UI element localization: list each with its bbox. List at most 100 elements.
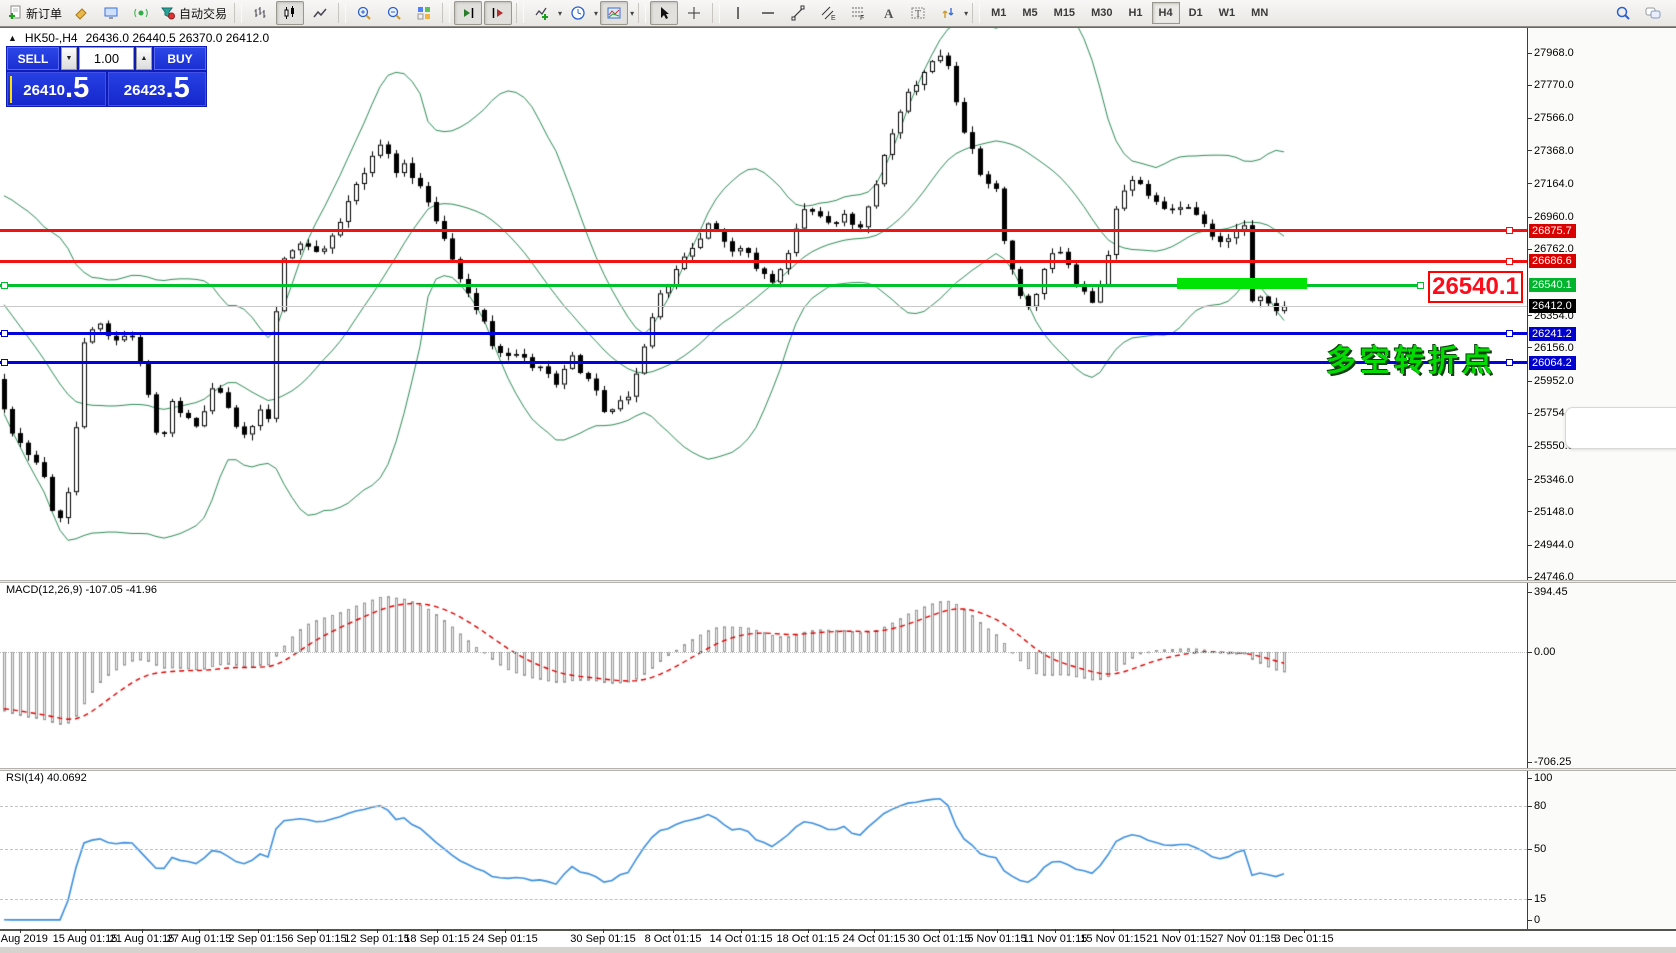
- price-caret: [10, 76, 12, 103]
- tile-windows-button[interactable]: [410, 1, 438, 25]
- horizontal-line-button[interactable]: [754, 1, 782, 25]
- date-tick: [1244, 929, 1245, 933]
- price-axis-tick: [1528, 544, 1532, 546]
- line-handle[interactable]: [1, 359, 8, 367]
- timeframe-h1-button[interactable]: H1: [1128, 7, 1143, 19]
- buy-button[interactable]: BUY: [154, 47, 206, 70]
- indicators-button-caret[interactable]: ▾: [558, 8, 563, 18]
- shift-icon: [490, 5, 506, 21]
- line-handle[interactable]: [1506, 330, 1513, 338]
- line-handle[interactable]: [1, 330, 8, 338]
- line-handle[interactable]: [1506, 359, 1513, 367]
- auto-scroll-button[interactable]: [454, 1, 483, 25]
- turning-point-annotation[interactable]: 多空转折点: [1326, 345, 1496, 378]
- auto-trading-button[interactable]: 自动交易: [157, 1, 230, 25]
- chat-button[interactable]: [1639, 1, 1667, 25]
- templates-button[interactable]: [600, 1, 629, 25]
- date-label: 24 Sep 01:15: [472, 933, 538, 945]
- timeframe-m5-button[interactable]: M5: [1022, 7, 1038, 19]
- pivot-price-text: 26540.1: [1432, 273, 1519, 300]
- line-handle[interactable]: [1506, 227, 1513, 235]
- eraser-icon: [73, 5, 89, 21]
- line-chart-button[interactable]: [306, 1, 334, 25]
- zoom-out-button[interactable]: [380, 1, 408, 25]
- price-axis[interactable]: [1528, 28, 1676, 945]
- arrows-button[interactable]: [934, 1, 962, 25]
- ohlc-readout: 26436.0 26440.5 26370.0 26412.0: [85, 31, 270, 45]
- templates-button-caret[interactable]: ▾: [630, 8, 635, 18]
- volume-input[interactable]: [79, 47, 134, 70]
- date-label: 5 Nov 01:15: [967, 933, 1027, 945]
- periods-button-caret[interactable]: ▾: [594, 8, 599, 18]
- date-label: 14 Oct 01:15: [709, 933, 773, 945]
- data-window-button[interactable]: [97, 1, 125, 25]
- cursor-button[interactable]: [650, 1, 679, 25]
- periods-button[interactable]: [564, 1, 592, 25]
- level-line-26875.7[interactable]: [0, 229, 1527, 233]
- date-tick: [997, 929, 998, 933]
- fibonacci-button[interactable]: F: [844, 1, 872, 25]
- timeframe-m15-button[interactable]: M15: [1053, 7, 1076, 19]
- line-handle[interactable]: [1, 281, 8, 289]
- level-line-26540.1[interactable]: [0, 283, 1423, 287]
- arrows-button-caret[interactable]: ▾: [964, 8, 969, 18]
- timeframe-m1-button[interactable]: M1: [991, 7, 1007, 19]
- volume-step-up-button[interactable]: ▲: [136, 47, 152, 70]
- search-button[interactable]: [1609, 1, 1637, 25]
- new-order-button[interactable]: 新订单: [4, 1, 65, 25]
- pivot-price-callout[interactable]: 26540.1: [1428, 271, 1523, 303]
- candlestick-chart-button[interactable]: [276, 1, 305, 25]
- vertical-line-button[interactable]: [724, 1, 752, 25]
- styles-button[interactable]: [67, 1, 95, 25]
- level-line-26241.2[interactable]: [0, 332, 1527, 336]
- text-button[interactable]: A: [874, 1, 902, 25]
- side-popup[interactable]: [1565, 407, 1676, 449]
- timeframe-h4-button[interactable]: H4: [1151, 2, 1180, 24]
- sell-price-main: 26410: [23, 82, 66, 99]
- price-axis-label: 26762.0: [1534, 243, 1574, 256]
- trendline-button[interactable]: [784, 1, 812, 25]
- price-level-label: 26064.2: [1529, 355, 1576, 370]
- date-tick: [603, 929, 604, 933]
- macd-pane-separator[interactable]: [0, 580, 1676, 583]
- window-bottom-edge: [0, 946, 1676, 953]
- date-tick: [258, 929, 259, 933]
- level-line-26686.6[interactable]: [0, 259, 1527, 263]
- level-line-26064.2[interactable]: [0, 361, 1527, 365]
- buy-price-box[interactable]: 26423 .5: [107, 72, 206, 106]
- sell-price-box[interactable]: 26410 .5: [7, 72, 106, 106]
- chart-shift-button[interactable]: [484, 1, 513, 25]
- volume-step-down-button[interactable]: ▼: [61, 47, 77, 70]
- bar-chart-button[interactable]: [246, 1, 274, 25]
- time-axis[interactable]: [0, 931, 1676, 946]
- toolbar-separator: [338, 3, 347, 23]
- date-tick: [20, 929, 21, 933]
- sell-button[interactable]: SELL: [7, 47, 59, 70]
- collapse-panel-arrow[interactable]: ▲: [8, 33, 17, 43]
- text-label-button[interactable]: T: [904, 1, 932, 25]
- crosshair-button[interactable]: [680, 1, 708, 25]
- pivot-highlight-bar[interactable]: [1177, 278, 1307, 289]
- rsi-pane-separator[interactable]: [0, 768, 1676, 771]
- line-handle[interactable]: [1506, 257, 1513, 265]
- rsi-axis-label: 50: [1534, 843, 1547, 855]
- timeframe-mn-button[interactable]: MN: [1251, 7, 1269, 19]
- date-label: 11 Nov 01:15: [1022, 933, 1088, 945]
- date-label: 15 Nov 01:15: [1080, 933, 1146, 945]
- line-handle[interactable]: [1417, 281, 1424, 289]
- rsi-axis-label: 0: [1534, 914, 1541, 926]
- date-label: 27 Nov 01:15: [1211, 933, 1277, 945]
- price-level-label: 26540.1: [1529, 278, 1576, 293]
- timeframe-d1-button[interactable]: D1: [1188, 7, 1203, 19]
- date-tick: [142, 929, 143, 933]
- signals-button[interactable]: [127, 1, 155, 25]
- symbol-period-label: HK50-,H4: [24, 31, 78, 45]
- timeframe-w1-button[interactable]: W1: [1218, 7, 1236, 19]
- zoom-in-button[interactable]: [350, 1, 378, 25]
- equidistant-channel-button[interactable]: E: [814, 1, 842, 25]
- timeframe-m30-button[interactable]: M30: [1091, 7, 1113, 19]
- indicators-button[interactable]: [528, 1, 556, 25]
- candles-icon: [282, 5, 298, 21]
